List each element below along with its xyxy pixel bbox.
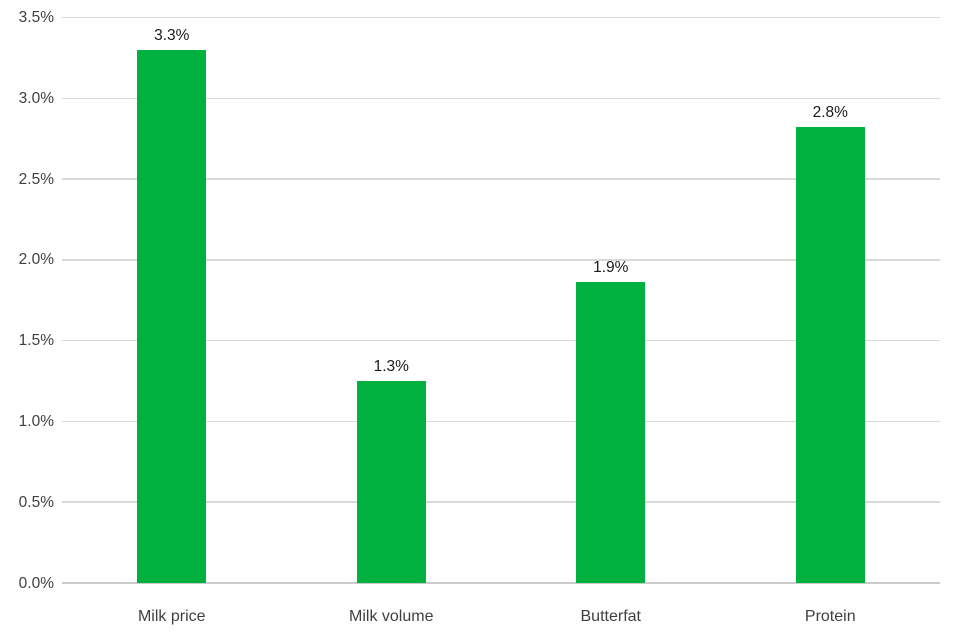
bar-data-label: 2.8%: [812, 104, 848, 122]
y-tick-label: 3.5%: [18, 9, 54, 26]
x-category-label: Milk price: [137, 608, 206, 625]
x-category-label: Milk volume: [349, 608, 434, 625]
gridline: [62, 420, 940, 423]
x-category-label: Protein: [804, 608, 856, 625]
y-tick-label: 2.0%: [18, 251, 54, 269]
gridline: [62, 582, 940, 584]
y-tick-label: 1.5%: [18, 332, 54, 350]
y-tick-label: 2.5%: [18, 170, 54, 188]
y-tick-label: 3.0%: [18, 89, 54, 107]
bar-data-label: 1.9%: [593, 259, 629, 277]
gridline: [62, 97, 940, 100]
gridline: [62, 259, 940, 261]
gridline: [62, 339, 940, 342]
bar-data-label: 1.3%: [373, 358, 409, 376]
bar-butterfat: [576, 282, 646, 583]
y-tick-label: 1.0%: [18, 412, 54, 430]
bar-milk-volume: [356, 381, 426, 583]
bar-milk-price: [137, 49, 207, 583]
bar-protein: [795, 127, 865, 583]
y-tick-label: 0.0%: [18, 574, 54, 592]
bar-data-label: 3.3%: [154, 26, 190, 44]
x-category-label: Butterfat: [580, 608, 641, 625]
gridline: [62, 178, 940, 180]
y-tick-label: 0.5%: [18, 493, 54, 511]
gridline: [62, 16, 940, 19]
gridline: [62, 501, 940, 503]
